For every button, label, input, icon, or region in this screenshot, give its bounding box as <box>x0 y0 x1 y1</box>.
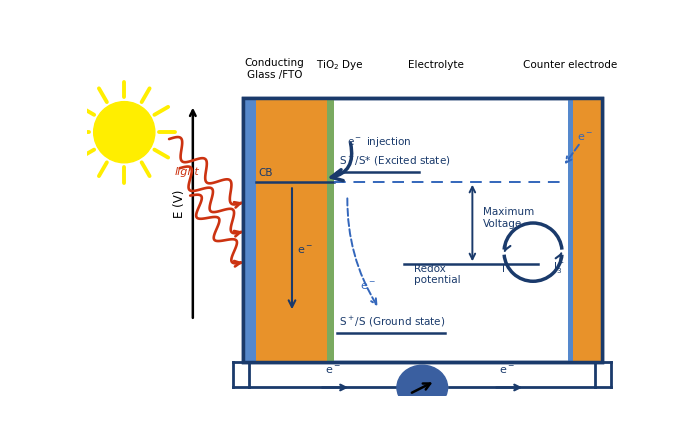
Text: light: light <box>175 166 199 177</box>
Text: E (V): E (V) <box>173 190 186 218</box>
Bar <box>243 98 601 362</box>
Ellipse shape <box>397 365 447 410</box>
Text: e$^-$: e$^-$ <box>499 365 514 376</box>
Bar <box>569 98 573 362</box>
Bar <box>243 98 601 362</box>
Text: e$^-$: e$^-$ <box>325 365 340 376</box>
Bar <box>327 98 334 362</box>
Text: TiO$_2$: TiO$_2$ <box>316 58 339 72</box>
Text: S$^+$/S (Ground state): S$^+$/S (Ground state) <box>340 315 446 328</box>
Text: Maximum
Voltage: Maximum Voltage <box>483 207 534 229</box>
Text: I$^-$: I$^-$ <box>501 262 512 274</box>
Text: Redox
potential: Redox potential <box>414 263 461 285</box>
FancyArrowPatch shape <box>332 143 351 181</box>
Text: e$^-$: e$^-$ <box>360 281 377 292</box>
Ellipse shape <box>94 101 155 163</box>
Bar <box>243 98 256 362</box>
Text: Conducting
Glass /FTO: Conducting Glass /FTO <box>245 57 304 80</box>
Text: e$^-$ injection: e$^-$ injection <box>347 135 412 150</box>
Text: e$^-$: e$^-$ <box>297 245 313 256</box>
Text: CB: CB <box>259 168 273 178</box>
Text: I$_3^-$: I$_3^-$ <box>553 260 565 275</box>
Text: Counter electrode: Counter electrode <box>523 61 617 70</box>
Bar <box>256 98 327 362</box>
Bar <box>573 98 601 362</box>
Text: e$^-$: e$^-$ <box>577 132 593 143</box>
Text: S$^+$/S* (Excited state): S$^+$/S* (Excited state) <box>340 154 451 167</box>
Text: Electrolyte: Electrolyte <box>408 61 463 70</box>
Text: Dye: Dye <box>342 61 363 70</box>
